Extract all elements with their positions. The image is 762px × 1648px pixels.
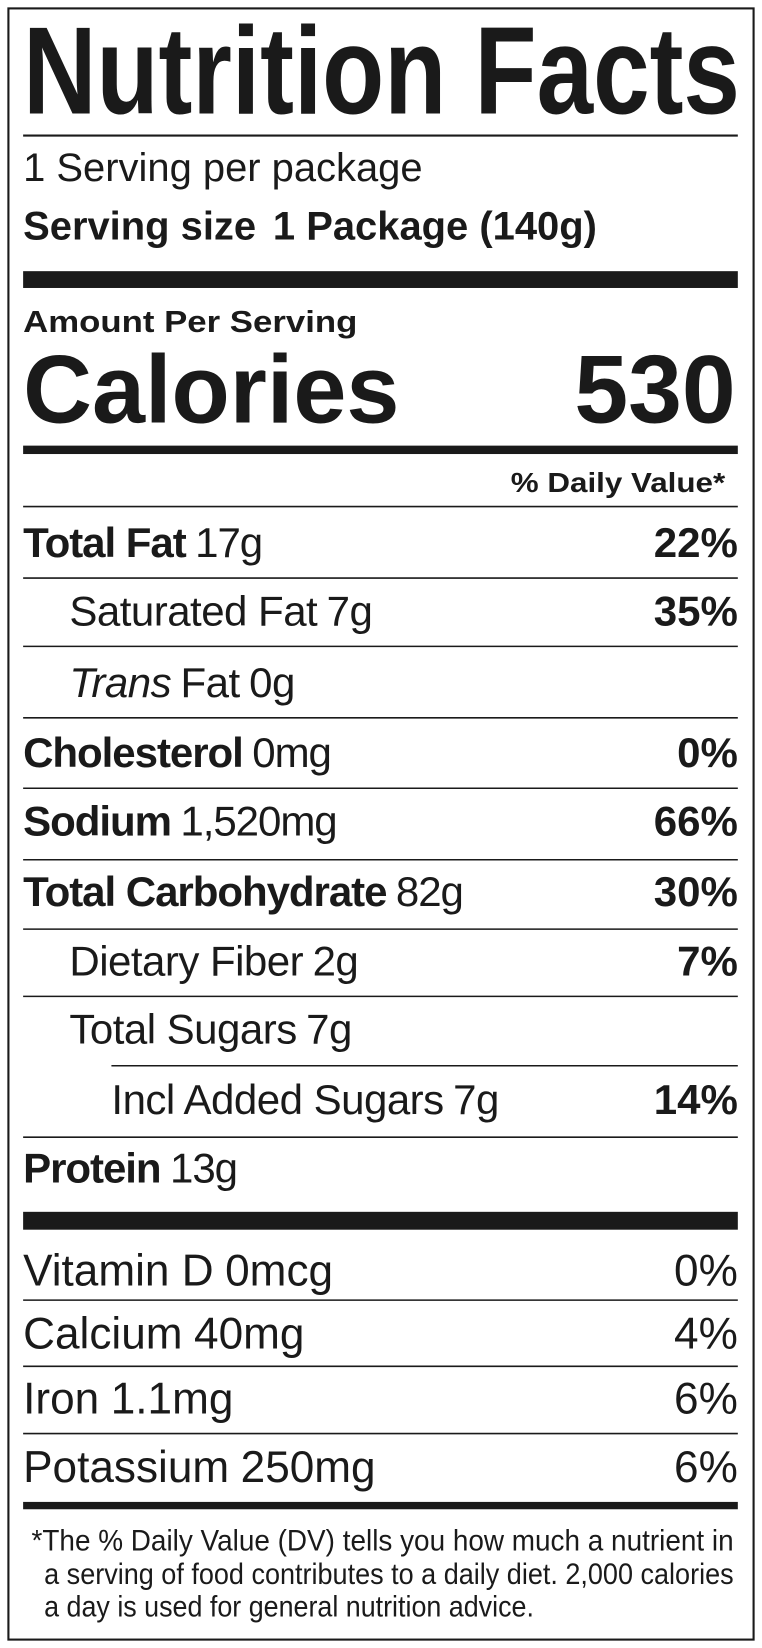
thick-bar — [23, 1211, 738, 1230]
nutrient-row: Trans Fat 0g — [69, 659, 294, 706]
nutrient-amount: 7g — [453, 1076, 499, 1123]
vitamin-amount: 250mg — [241, 1443, 376, 1492]
nutrient-row: Cholesterol 0mg — [23, 729, 331, 776]
nutrient-dv: 7% — [677, 937, 738, 984]
nutrient-row: Protein 13g — [23, 1144, 237, 1191]
calories-value: 530 — [574, 336, 735, 444]
nutrient-row: Dietary Fiber 2g — [69, 937, 358, 984]
nutrient-amount: 13g — [170, 1144, 237, 1191]
nutrient-name: Cholesterol — [23, 729, 243, 776]
nutrient-name: Total Fat — [23, 519, 187, 566]
vitamin-name: Potassium — [23, 1443, 229, 1492]
nutrient-dv: 35% — [654, 587, 738, 634]
vitamin-dv: 4% — [674, 1309, 738, 1358]
nutrient-name: Protein — [23, 1144, 160, 1191]
title: Nutrition Facts — [23, 3, 740, 141]
vitamin-amount: 0mcg — [225, 1246, 333, 1295]
nutrient-amount: 7g — [306, 1006, 352, 1053]
nutrient-amount: 7g — [327, 587, 373, 634]
vitamin-dv: 6% — [674, 1443, 738, 1492]
nutrient-dv: 0% — [677, 729, 738, 776]
nutrient-row: Total Sugars 7g — [69, 1006, 351, 1053]
serving-size-label: Serving size — [23, 205, 256, 249]
nutrient-name: Total Carbohydrate — [23, 868, 386, 915]
nutrient-row: Total Fat 17g — [23, 519, 262, 566]
vitamin-row: Potassium 250mg — [23, 1443, 375, 1492]
calories-label: Calories — [23, 336, 399, 444]
vitamin-row: Vitamin D 0mcg — [23, 1246, 333, 1295]
nutrient-name: Sodium — [23, 798, 171, 845]
nutrient-name: Incl Added Sugars — [111, 1076, 443, 1123]
footnote-line: *The % Daily Value (DV) tells you how mu… — [32, 1524, 734, 1557]
vitamin-row: Iron 1.1mg — [23, 1375, 233, 1424]
nutrient-amount: 1,520mg — [180, 798, 336, 845]
nutrient-row: Total Carbohydrate 82g — [23, 868, 463, 915]
footnote-line: a day is used for general nutrition advi… — [44, 1590, 534, 1623]
vitamin-amount: 1.1mg — [111, 1375, 234, 1424]
nutrient-name: Dietary Fiber — [69, 937, 303, 984]
vitamin-name: Vitamin D — [23, 1246, 213, 1295]
nutrient-amount: 82g — [396, 868, 463, 915]
footnote-line: a serving of food contributes to a daily… — [44, 1558, 733, 1591]
nutrient-dv: 14% — [654, 1076, 738, 1123]
medium-bar — [23, 445, 738, 455]
thick-bar — [23, 271, 738, 288]
vitamin-name: Calcium — [23, 1309, 182, 1358]
nutrient-row: Saturated Fat 7g — [69, 587, 372, 634]
servings: 1 Serving per package — [23, 146, 422, 190]
nutrient-name: Fat — [181, 659, 241, 706]
medium-bar — [23, 1501, 738, 1510]
serving-size-value: 1 Package (140g) — [273, 205, 597, 249]
nutrient-name: Saturated Fat — [69, 587, 318, 634]
nutrient-row: Sodium 1,520mg — [23, 798, 336, 845]
amount-per-serving: Amount Per Serving — [23, 305, 357, 339]
nutrient-amount: 2g — [313, 937, 359, 984]
nutrient-row: Incl Added Sugars 7g — [111, 1076, 498, 1123]
vitamin-row: Calcium 40mg — [23, 1309, 304, 1358]
nutrient-dv: 22% — [654, 519, 738, 566]
nutrient-name: Total Sugars — [69, 1006, 296, 1053]
vitamin-amount: 40mg — [194, 1309, 304, 1358]
vitamin-dv: 0% — [674, 1246, 738, 1295]
nutrient-dv: 66% — [654, 798, 738, 845]
serving-size: Serving size 1 Package (140g) — [23, 205, 597, 249]
nutrient-amount: 17g — [195, 519, 262, 566]
nutrient-amount: 0g — [249, 659, 295, 706]
label-border — [7, 7, 755, 1641]
daily-value-header: % Daily Value* — [511, 467, 726, 498]
nutrient-dv: 30% — [654, 868, 738, 915]
nutrient-name-italic: Trans — [69, 659, 171, 706]
nutrient-amount: 0mg — [252, 729, 331, 776]
vitamin-name: Iron — [23, 1375, 99, 1424]
vitamin-dv: 6% — [674, 1375, 738, 1424]
